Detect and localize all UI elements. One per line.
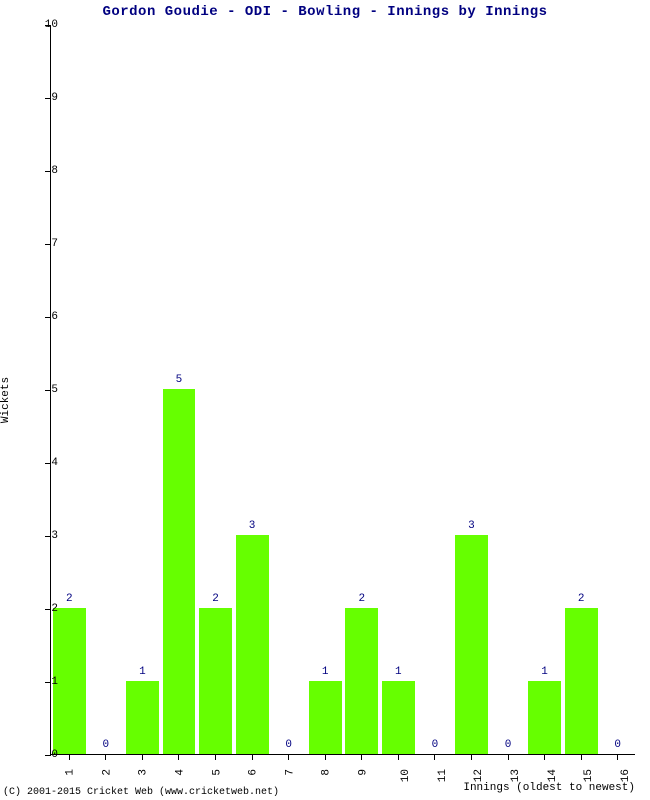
bar (126, 681, 159, 754)
bar (236, 535, 269, 754)
x-tick-label: 6 (248, 769, 260, 776)
bar-value-label: 1 (395, 666, 402, 678)
y-tick-label: 0 (18, 749, 58, 761)
x-tick (105, 754, 106, 760)
y-tick-label: 9 (18, 92, 58, 104)
y-tick-label: 2 (18, 603, 58, 615)
y-tick-label: 3 (18, 530, 58, 542)
bar (345, 608, 378, 754)
bar-value-label: 2 (66, 593, 73, 605)
x-tick-label: 1 (65, 769, 77, 776)
x-tick-label: 14 (547, 769, 559, 782)
y-axis-label: Wickets (0, 377, 12, 423)
x-tick-label: 5 (211, 769, 223, 776)
x-tick-label: 10 (401, 769, 413, 782)
x-tick (288, 754, 289, 760)
x-tick (581, 754, 582, 760)
x-tick-label: 2 (101, 769, 113, 776)
x-tick (434, 754, 435, 760)
y-tick-label: 5 (18, 384, 58, 396)
bar (382, 681, 415, 754)
bar-value-label: 2 (578, 593, 585, 605)
x-tick (398, 754, 399, 760)
x-tick (325, 754, 326, 760)
bar-value-label: 0 (285, 739, 292, 751)
bar-value-label: 0 (505, 739, 512, 751)
x-tick (361, 754, 362, 760)
x-tick (508, 754, 509, 760)
x-tick-label: 12 (474, 769, 486, 782)
x-tick (142, 754, 143, 760)
bar-value-label: 3 (468, 520, 475, 532)
x-tick (544, 754, 545, 760)
bar-value-label: 0 (432, 739, 439, 751)
y-tick-label: 7 (18, 238, 58, 250)
x-axis-label: Innings (oldest to newest) (463, 782, 635, 794)
x-tick-label: 8 (321, 769, 333, 776)
bar-value-label: 2 (212, 593, 219, 605)
plot-area: 2 0 1 5 2 3 0 1 2 1 0 3 0 1 2 0 (50, 25, 635, 755)
copyright-text: (C) 2001-2015 Cricket Web (www.cricketwe… (3, 787, 279, 798)
x-tick (617, 754, 618, 760)
y-tick-label: 10 (18, 19, 58, 31)
x-tick (178, 754, 179, 760)
bar (565, 608, 598, 754)
bar-value-label: 3 (249, 520, 256, 532)
x-tick-label: 15 (583, 769, 595, 782)
bar (455, 535, 488, 754)
bar-value-label: 5 (176, 374, 183, 386)
x-tick (215, 754, 216, 760)
x-tick (69, 754, 70, 760)
y-tick-label: 1 (18, 676, 58, 688)
bar-value-label: 1 (322, 666, 329, 678)
bar (528, 681, 561, 754)
y-tick-label: 8 (18, 165, 58, 177)
x-tick-label: 7 (284, 769, 296, 776)
x-tick (252, 754, 253, 760)
bar-value-label: 0 (103, 739, 110, 751)
bar-value-label: 2 (358, 593, 365, 605)
x-tick-label: 13 (510, 769, 522, 782)
bar-value-label: 1 (541, 666, 548, 678)
x-tick-label: 9 (357, 769, 369, 776)
bar-value-label: 1 (139, 666, 146, 678)
chart-title: Gordon Goudie - ODI - Bowling - Innings … (0, 4, 650, 20)
bar-value-label: 0 (614, 739, 621, 751)
y-tick-label: 4 (18, 457, 58, 469)
x-tick-label: 4 (175, 769, 187, 776)
chart-container: Gordon Goudie - ODI - Bowling - Innings … (0, 0, 650, 800)
x-tick-label: 3 (138, 769, 150, 776)
bar (309, 681, 342, 754)
x-tick-label: 11 (437, 769, 449, 782)
bar (163, 389, 196, 754)
bar (199, 608, 232, 754)
x-tick-label: 16 (620, 769, 632, 782)
x-tick (471, 754, 472, 760)
y-tick-label: 6 (18, 311, 58, 323)
